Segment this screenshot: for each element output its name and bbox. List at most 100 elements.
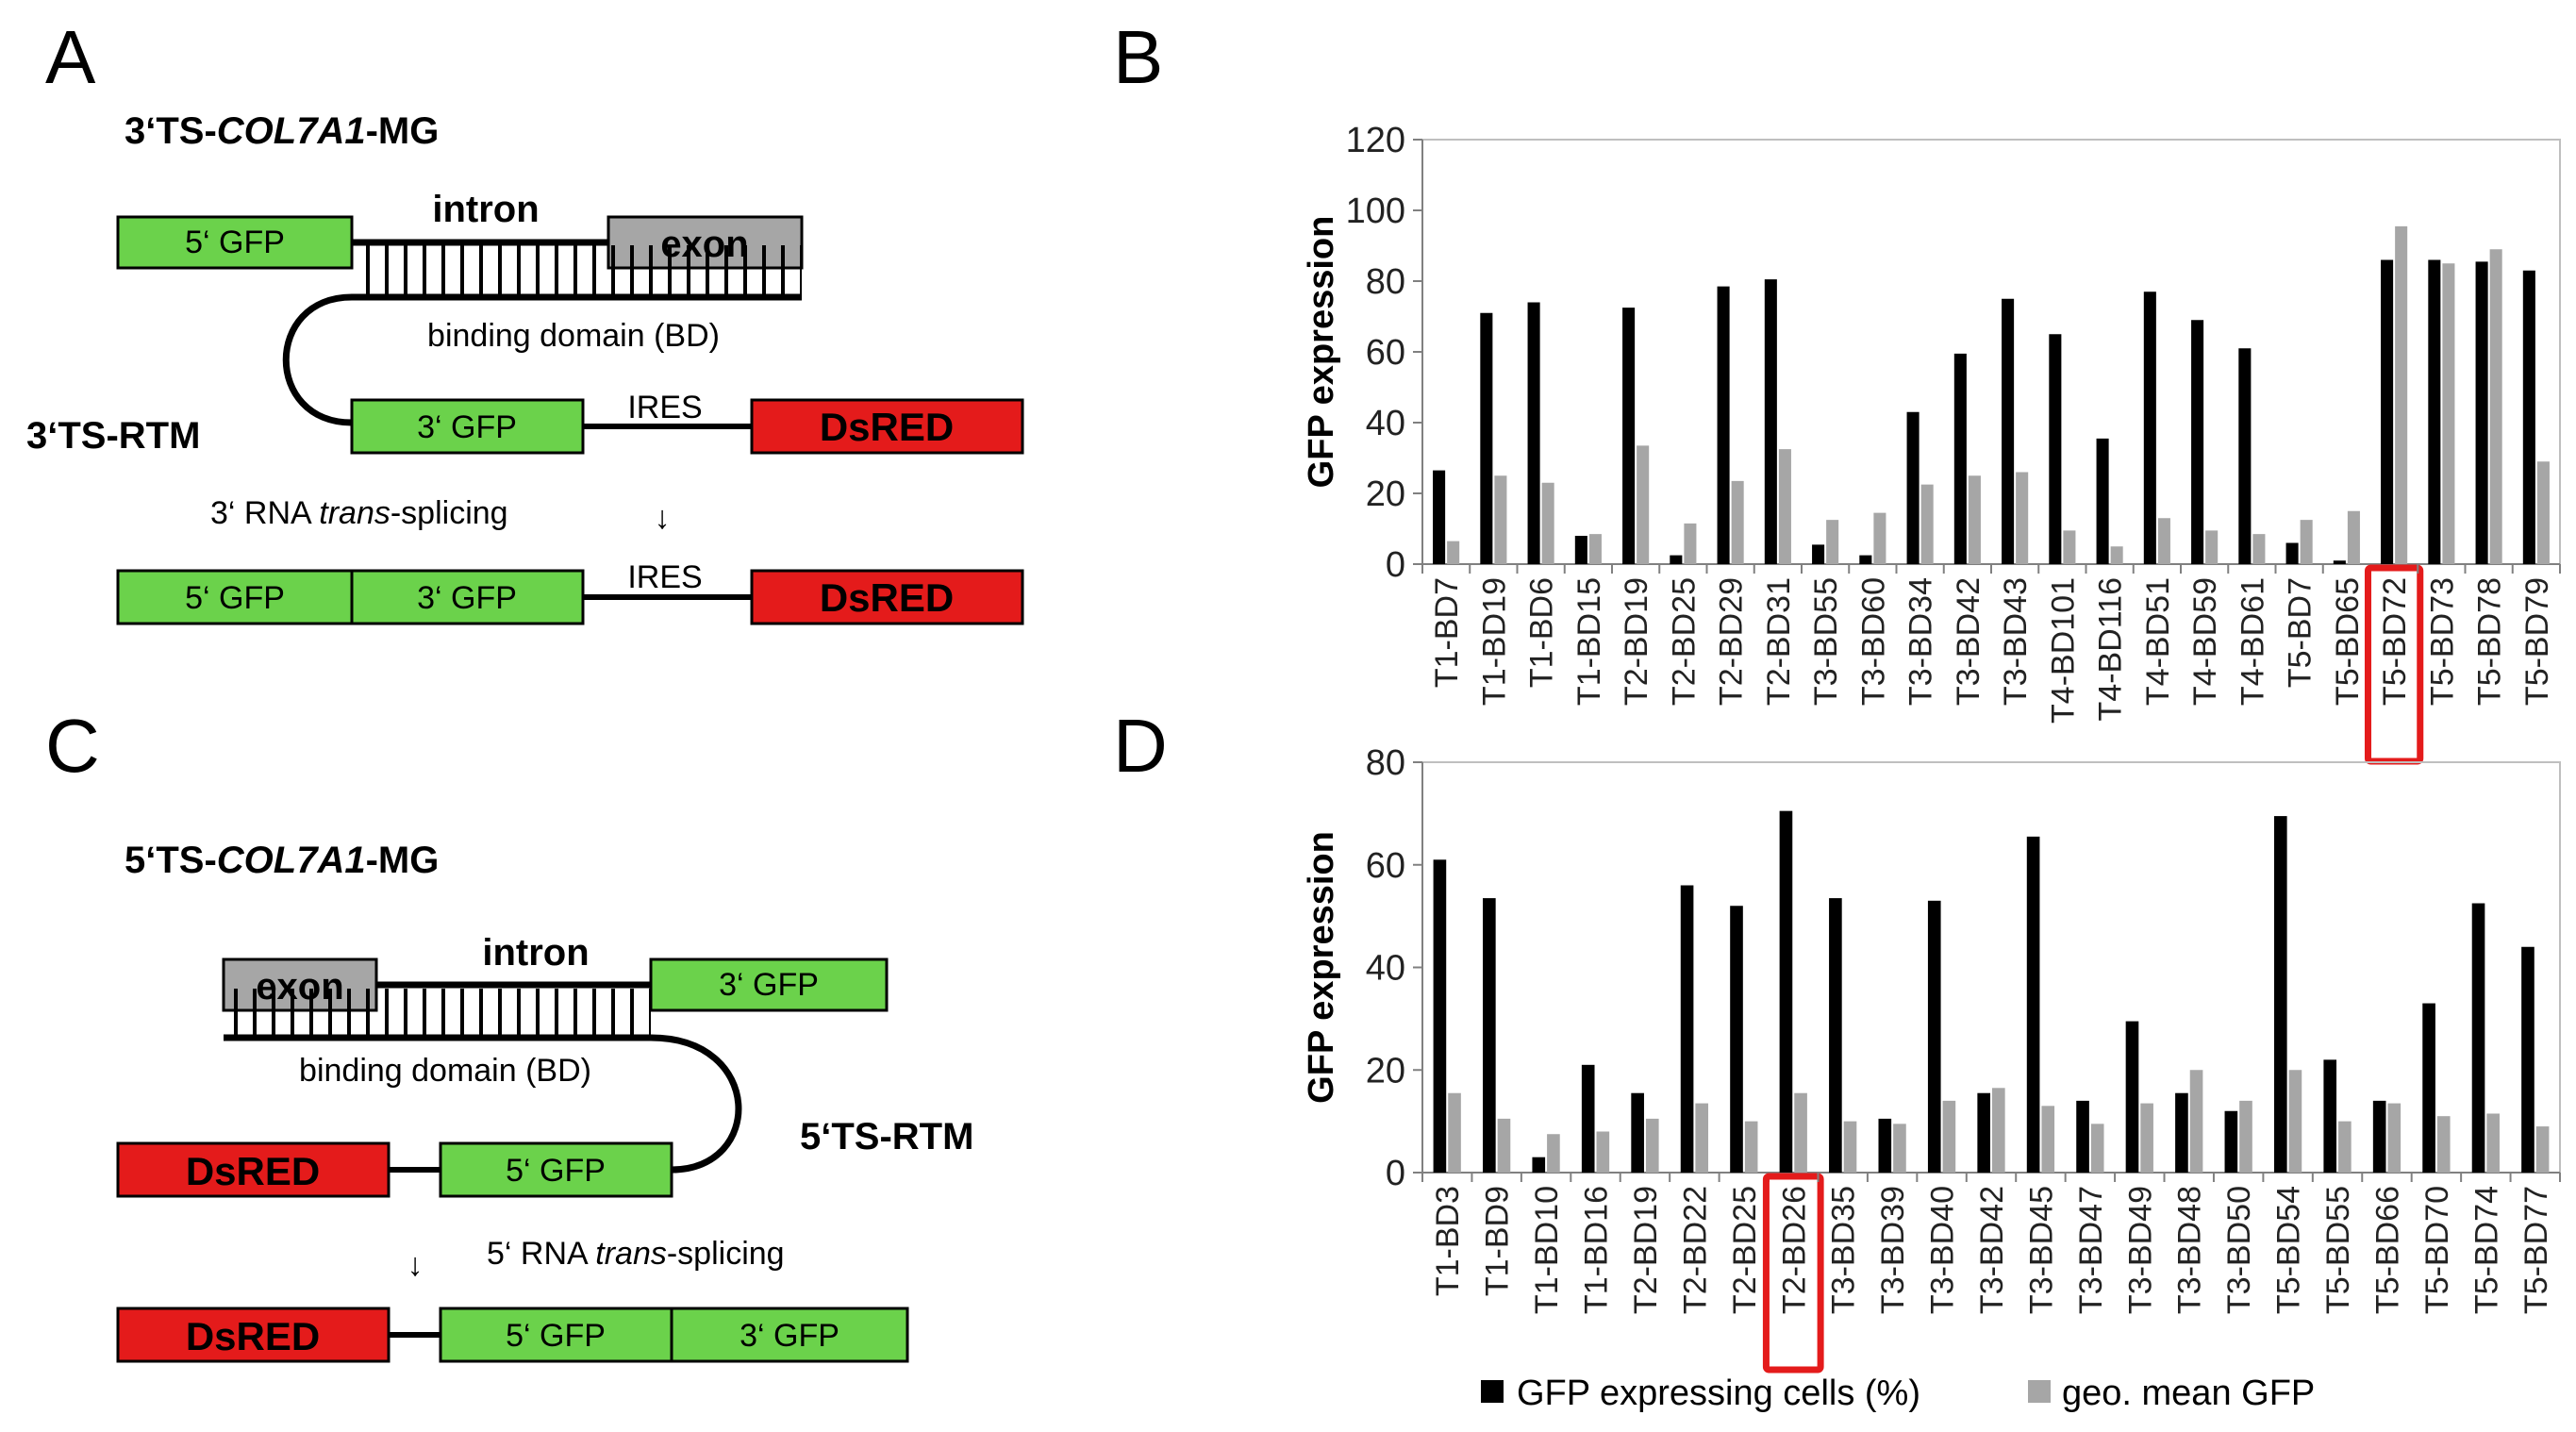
chart0-bar-cells [1433, 470, 1446, 564]
chart1-xtick-label: T5-BD55 [2320, 1186, 2356, 1314]
legend-grey-label: geo. mean GFP [2062, 1374, 2315, 1413]
chart1-bar-cells [2175, 1092, 2188, 1173]
chart1-bar-cells [2323, 1059, 2337, 1173]
chart1-xtick-label: T5-BD66 [2369, 1186, 2405, 1314]
c-dsred-box [116, 1141, 391, 1198]
chart0-ytick-label: 100 [1346, 191, 1405, 231]
chart1-bar-geomean [1794, 1092, 1807, 1173]
a-prod-dsred-label: DsRED [820, 575, 954, 620]
c-prod-dsred-label: DsRED [186, 1314, 320, 1358]
chart1-bar-geomean [2239, 1100, 2252, 1173]
chart1-xtick-label: T5-BD77 [2518, 1186, 2554, 1314]
c-dsred-label: DsRED [186, 1149, 320, 1193]
c-rtm-label: 5‘TS-RTM [800, 1116, 973, 1157]
panel-b-letter: B [1113, 15, 1163, 99]
chart1-bar-geomean [1695, 1103, 1709, 1173]
chart0-xtick-label: T5-BD72 [2377, 577, 2413, 706]
chart0-bar-geomean [2300, 520, 2313, 564]
c-intron-label: intron [482, 932, 589, 974]
chart1-bar-geomean [2140, 1103, 2153, 1173]
chart1-bar-geomean [1942, 1100, 1956, 1173]
chart1-xtick-label: T3-BD45 [2023, 1186, 2059, 1314]
chart0-ytick-label: 20 [1366, 475, 1405, 514]
c-prod-3gfp-label: 3‘ GFP [740, 1318, 839, 1354]
legend-black-swatch [1481, 1380, 1504, 1403]
chart0-xtick-label: T5-BD65 [2330, 577, 2366, 706]
chart0-xtick-label: T4-BD59 [2187, 577, 2223, 706]
chart0-bar-cells [1622, 308, 1636, 564]
panel-a-letter: A [45, 15, 96, 99]
chart0-xtick-label: T3-BD42 [1951, 577, 1986, 706]
chart0-xtick-label: T4-BD116 [2093, 577, 2129, 721]
chart0-xtick-label: T4-BD101 [2045, 577, 2081, 724]
chart0-bar-cells [2143, 291, 2156, 564]
chart0-bar-cells [1574, 536, 1587, 564]
chart1-bar-cells [1680, 885, 1694, 1173]
chart1-xtick-label: T2-BD26 [1776, 1186, 1812, 1314]
chart1-bar-geomean [2486, 1113, 2500, 1173]
a-3gfp-box [350, 398, 585, 455]
chart0-xtick-label: T2-BD29 [1714, 577, 1750, 706]
chart1-xtick-label: T5-BD70 [2419, 1186, 2455, 1314]
chart0-xtick-label: T5-BD73 [2424, 577, 2460, 706]
chart0-bar-cells [2333, 560, 2346, 564]
chart0-xtick-label: T2-BD19 [1619, 577, 1654, 706]
chart0-xtick-label: T3-BD43 [1998, 577, 2034, 706]
chart1-xtick-label: T1-BD10 [1529, 1186, 1565, 1314]
chart0-bar-geomean [1873, 512, 1886, 564]
chart0-xtick-label: T1-BD15 [1571, 577, 1607, 706]
chart1-bar-cells [2224, 1110, 2238, 1173]
chart1-ytick-label: 60 [1366, 846, 1405, 886]
chart0-bar-geomean [2205, 530, 2219, 564]
chart0-bar-cells [1812, 544, 1825, 564]
panel-c-title: 5‘TS-COL7A1-MG [125, 840, 439, 881]
c-prod-5gfp-box [439, 1307, 673, 1363]
chart0-ytick-label: 40 [1366, 404, 1405, 443]
chart1-xtick-label: T5-BD54 [2271, 1186, 2307, 1314]
chart1-ytick-label: 20 [1366, 1051, 1405, 1091]
chart1-highlight-box [1762, 1173, 1824, 1374]
a-binding-label: binding domain (BD) [427, 318, 720, 354]
chart0-bar-cells [1480, 312, 1493, 564]
chart1-ylabel: GFP expression [1302, 831, 1341, 1104]
chart1-bar-cells [1779, 810, 1793, 1173]
chart1-xtick-label: T5-BD74 [2468, 1186, 2504, 1314]
chart1-bar-cells [2521, 946, 2534, 1173]
a-5gfp-label: 5‘ GFP [185, 225, 285, 260]
chart0-bar-geomean [2395, 225, 2408, 564]
chart1-bar-cells [2372, 1100, 2386, 1173]
a-prod-5gfp-box [116, 569, 354, 625]
chart0-bar-geomean [1588, 534, 1602, 564]
chart1-bar-cells [1483, 898, 1496, 1173]
chart0-bar-geomean [2442, 263, 2455, 564]
chart1-bar-geomean [1448, 1092, 1461, 1173]
chart1-bar-cells [1927, 900, 1941, 1173]
chart1-bar-cells [1977, 1092, 1990, 1173]
chart0-bar-cells [1717, 286, 1730, 564]
c-prod-3gfp-box [670, 1307, 909, 1363]
chart0-xtick-label: T1-BD6 [1524, 577, 1560, 688]
c-5gfp-label: 5‘ GFP [506, 1153, 606, 1189]
chart0-bar-cells [2191, 320, 2204, 564]
chart0-bar-cells [2002, 298, 2015, 564]
chart1-xtick-label: T1-BD16 [1579, 1186, 1615, 1314]
a-prod-3gfp-label: 3‘ GFP [417, 580, 517, 616]
a-intron-label: intron [432, 189, 539, 230]
chart0-ytick-label: 0 [1386, 545, 1405, 585]
chart0-ytick-label: 120 [1346, 121, 1405, 160]
chart0-bar-geomean [1731, 480, 1744, 564]
c-loop [650, 1034, 742, 1174]
chart0-xtick-label: T5-BD79 [2519, 577, 2555, 706]
chart0-bar-cells [2381, 259, 2394, 564]
chart0-bar-cells [2238, 348, 2252, 564]
chart0-bar-geomean [2016, 472, 2029, 564]
chart1-bar-geomean [1893, 1124, 1906, 1173]
a-binding-rungs [352, 245, 802, 297]
chart1-bar-geomean [2288, 1070, 2302, 1173]
chart1-bar-geomean [1992, 1088, 2005, 1173]
chart1-ytick-label: 0 [1386, 1154, 1405, 1193]
chart0-xtick-label: T3-BD55 [1808, 577, 1844, 706]
legend: GFP expressing cells (%) geo. mean GFP [1481, 1374, 2315, 1413]
chart0-bar-geomean [2489, 249, 2502, 564]
chart1-xtick-label: T3-BD42 [1974, 1186, 2010, 1314]
